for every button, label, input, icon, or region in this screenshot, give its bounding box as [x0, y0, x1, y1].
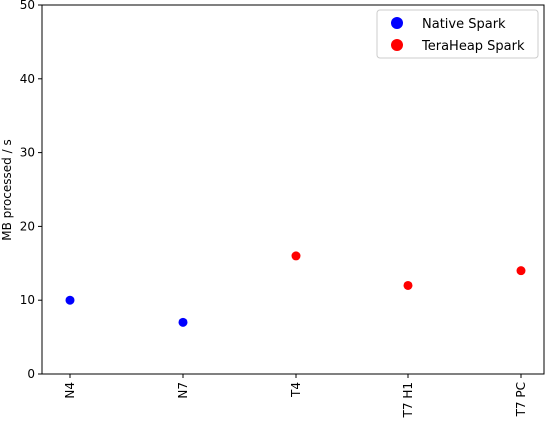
plot-frame	[41, 4, 545, 375]
y-axis-ticks: 0 10 20 30 40 50	[20, 0, 42, 381]
x-axis-ticks: N4 N7 T4 T7 H1 T7 PC	[63, 374, 528, 418]
y-axis-label: MB processed / s	[0, 139, 14, 240]
data-point	[178, 317, 188, 327]
y-tick-label: 0	[27, 367, 35, 381]
x-tick-label: N7	[176, 382, 190, 399]
x-tick-label: T7 PC	[514, 382, 528, 417]
legend-label: Native Spark	[422, 17, 506, 32]
y-tick-label: 50	[20, 0, 35, 12]
legend-label: TeraHeap Spark	[421, 39, 525, 54]
data-point	[291, 251, 301, 261]
legend-marker	[391, 17, 403, 29]
data-point	[65, 295, 75, 305]
data-point	[403, 280, 413, 290]
y-tick-label: 30	[20, 146, 35, 160]
y-tick-label: 10	[20, 293, 35, 307]
x-tick-label: T7 H1	[401, 382, 415, 418]
legend-marker	[391, 39, 403, 51]
data-points	[65, 251, 526, 327]
x-tick-label: T4	[289, 382, 303, 398]
legend-box	[376, 9, 539, 59]
legend: Native Spark TeraHeap Spark	[376, 9, 539, 59]
data-point	[516, 266, 526, 276]
y-tick-label: 40	[20, 72, 35, 86]
y-tick-label: 20	[20, 219, 35, 233]
x-tick-label: N4	[63, 382, 77, 399]
